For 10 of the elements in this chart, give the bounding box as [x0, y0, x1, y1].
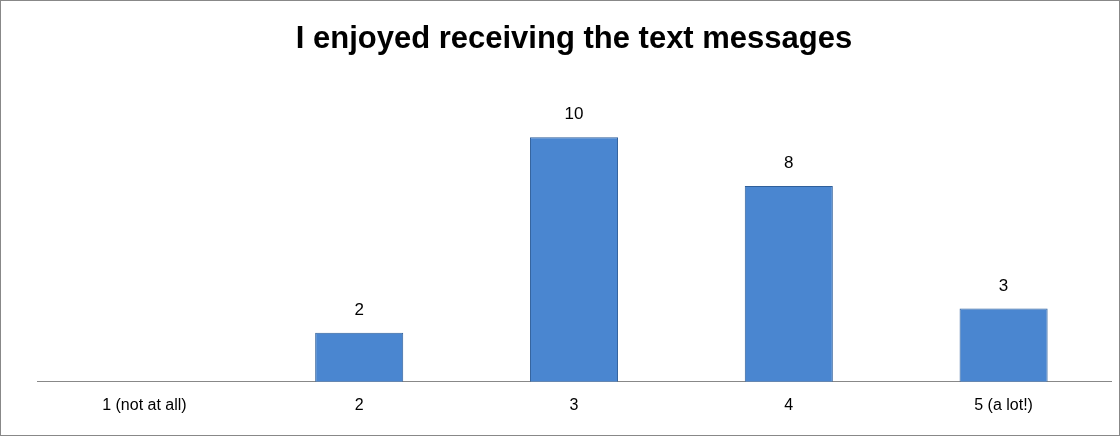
data-label: 2 — [354, 300, 364, 320]
x-tick-label: 5 (a lot!) — [974, 395, 1033, 413]
chart-title: I enjoyed receiving the text messages — [295, 20, 853, 56]
x-tick-label: 3 — [569, 395, 579, 413]
data-label: 8 — [784, 153, 794, 173]
data-label: 10 — [564, 104, 584, 124]
x-tick-label: 1 (not at all) — [102, 395, 187, 413]
data-label: 3 — [998, 275, 1009, 295]
x-tick-label: 2 — [354, 395, 364, 413]
x-tick-label: 4 — [784, 395, 794, 413]
